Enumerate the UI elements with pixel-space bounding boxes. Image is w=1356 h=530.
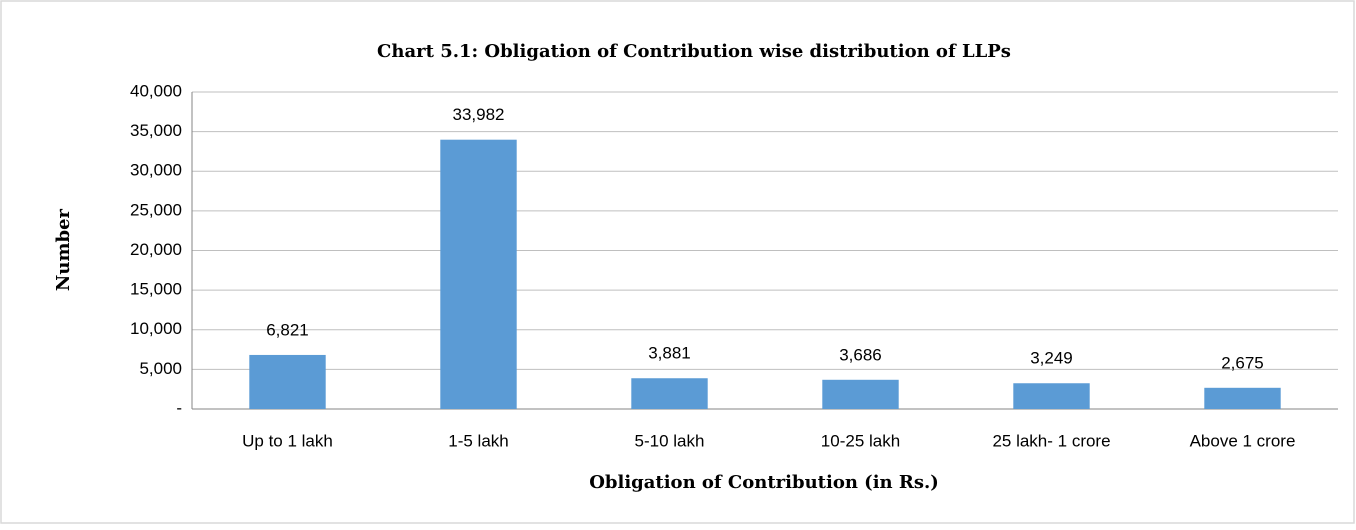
bar — [822, 379, 899, 409]
data-label: 2,675 — [1221, 353, 1264, 372]
y-tick-label: - — [176, 398, 182, 417]
y-tick-label: 25,000 — [130, 200, 182, 219]
y-tick-label: 15,000 — [130, 280, 182, 299]
x-axis-title: Obligation of Contribution (in Rs.) — [589, 472, 939, 493]
bar — [631, 378, 708, 409]
y-tick-label: 10,000 — [130, 319, 182, 338]
chart-title: Chart 5.1: Obligation of Contribution wi… — [377, 41, 1011, 62]
y-tick-label: 35,000 — [130, 121, 182, 140]
y-axis-title: Number — [53, 208, 74, 291]
x-tick-label: 10-25 lakh — [821, 431, 900, 450]
x-tick-label: 25 lakh- 1 crore — [992, 431, 1110, 450]
x-tick-label: 1-5 lakh — [448, 431, 508, 450]
data-label: 33,982 — [453, 105, 505, 124]
y-tick-label: 30,000 — [130, 161, 182, 180]
data-label: 3,881 — [648, 344, 691, 363]
bar — [1204, 387, 1281, 409]
y-tick-label: 20,000 — [130, 240, 182, 259]
x-tick-label: Up to 1 lakh — [242, 431, 333, 450]
x-tick-label: Above 1 crore — [1190, 431, 1296, 450]
y-tick-label: 5,000 — [139, 359, 182, 378]
x-tick-label: 5-10 lakh — [635, 431, 705, 450]
data-label: 3,686 — [839, 345, 882, 364]
bar — [1013, 383, 1090, 409]
bar — [249, 354, 326, 409]
bar — [440, 139, 517, 409]
y-tick-label: 40,000 — [130, 81, 182, 100]
data-label: 3,249 — [1030, 349, 1073, 368]
data-label: 6,821 — [266, 320, 309, 339]
